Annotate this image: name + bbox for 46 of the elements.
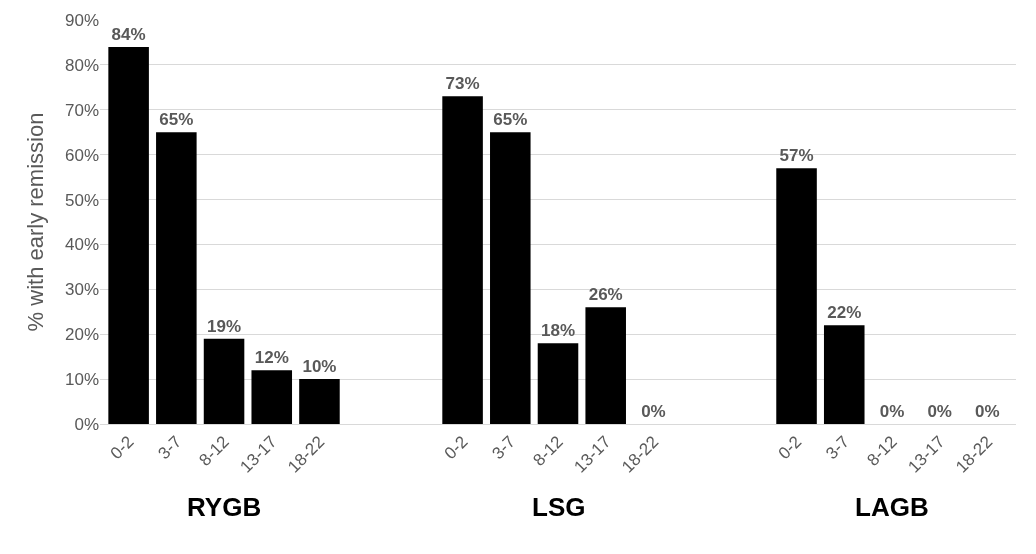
bar [203,338,245,424]
bar [537,343,579,424]
bar [299,379,340,424]
text: RYGB [187,492,262,522]
bar [823,325,865,424]
data-label: 65% [493,110,528,130]
x-tick-label: 3-7 [488,432,520,464]
x-tick-label: 0-2 [774,432,806,464]
bar [156,132,197,424]
y-axis-title: % with early remission [22,112,48,332]
y-tick-label: 80% [64,55,99,75]
bar [585,307,626,424]
x-tick-label: 3-7 [154,432,186,464]
y-tick-label: 40% [64,235,99,255]
data-label: 57% [779,146,814,166]
y-tick-label: 50% [64,190,99,210]
data-label: 0% [641,402,666,421]
x-tick-label: 0-2 [440,432,472,464]
y-tick-label: 60% [64,145,99,165]
bar [108,46,149,424]
data-label: 73% [445,74,480,94]
data-label: 10% [302,357,337,377]
x-tick-label: 0-2 [106,432,138,464]
bar [776,168,817,424]
data-label: 18% [540,321,576,341]
y-tick-label: 20% [64,325,99,345]
data-label: 26% [588,285,623,305]
data-label: 12% [254,348,289,368]
bar [442,96,483,424]
bar [490,132,531,424]
data-label: 22% [827,303,862,323]
y-tick-label: 70% [64,100,99,120]
y-tick-label: 90% [64,10,99,30]
data-label: 0% [927,402,952,421]
data-label: 84% [111,24,146,44]
x-tick-label: 3-7 [822,432,854,464]
data-label: 19% [207,316,242,336]
y-tick-label: 30% [64,280,99,300]
text: LAGB [855,492,929,522]
data-label: 65% [159,110,194,130]
y-tick-label: 10% [64,370,99,390]
data-label: 0% [975,402,1000,421]
y-tick-label: 0% [74,414,99,434]
bar [251,370,293,424]
text: LSG [532,492,586,522]
data-label: 0% [879,402,905,421]
